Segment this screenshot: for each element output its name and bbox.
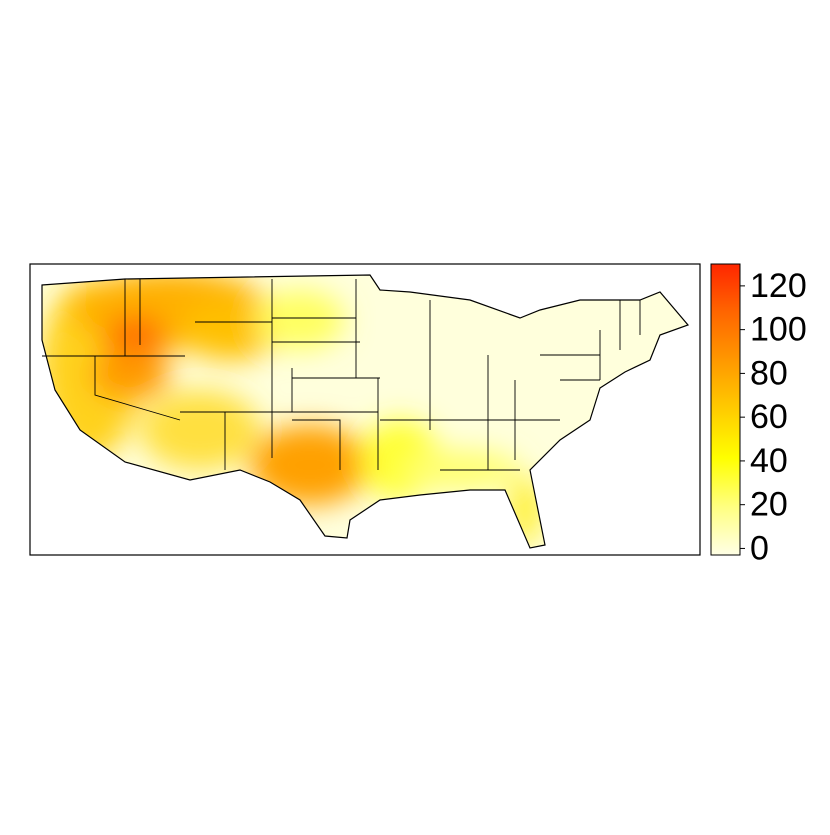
colorbar-tick-label: 80 xyxy=(750,354,788,392)
colorbar-tick-label: 60 xyxy=(750,398,788,436)
colorbar-tick-label: 20 xyxy=(750,486,788,524)
map-frame xyxy=(29,263,701,556)
colorbar-tick-label: 40 xyxy=(750,442,788,480)
state-borders xyxy=(42,279,641,471)
colorbar-tick-label: 100 xyxy=(750,311,807,349)
colorbar-tick-label: 120 xyxy=(750,267,807,305)
colorbar xyxy=(710,263,741,556)
us-outline xyxy=(41,274,690,549)
colorbar-tick-label: 0 xyxy=(750,529,769,567)
heat-surface xyxy=(42,275,688,548)
